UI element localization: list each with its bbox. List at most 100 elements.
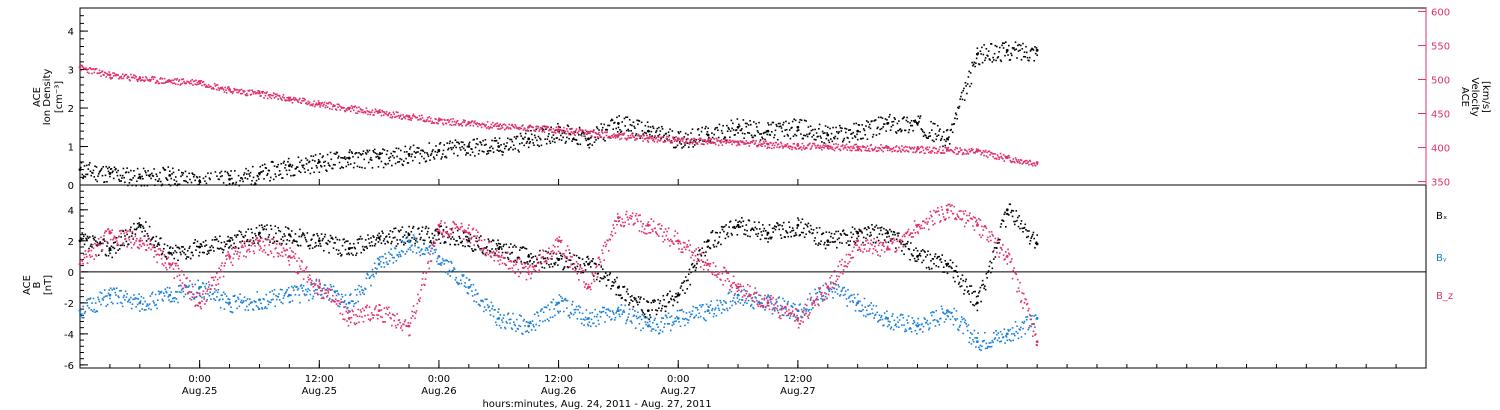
by-texture xyxy=(732,297,735,299)
velocity-texture xyxy=(676,139,679,142)
by-texture xyxy=(750,305,752,307)
by-texture xyxy=(454,279,457,281)
velocity-texture xyxy=(395,111,398,113)
bx-texture xyxy=(336,238,339,241)
bx-texture xyxy=(299,244,302,247)
bx-texture xyxy=(367,234,369,236)
bx-texture xyxy=(930,267,933,270)
density-texture xyxy=(427,155,430,158)
density-texture xyxy=(280,162,283,165)
density-texture xyxy=(513,136,516,138)
velocity-texture xyxy=(911,146,914,149)
bx-texture xyxy=(471,248,473,250)
velocity-texture xyxy=(726,139,729,141)
density-texture xyxy=(1035,47,1038,49)
density-texture xyxy=(604,139,606,142)
density-point xyxy=(198,179,202,183)
by-texture xyxy=(461,274,463,276)
velocity-texture xyxy=(291,101,294,104)
bx-texture xyxy=(201,251,204,254)
density-texture xyxy=(898,129,901,131)
by-texture xyxy=(408,241,410,244)
density-texture xyxy=(482,139,484,142)
density-texture xyxy=(429,159,431,161)
density-texture xyxy=(798,121,801,124)
density-texture xyxy=(455,146,457,149)
velocity-texture xyxy=(692,141,695,143)
bx-texture xyxy=(927,266,930,269)
by-texture xyxy=(727,292,730,295)
density-texture xyxy=(820,137,822,139)
bx-point xyxy=(856,231,860,235)
bx-texture xyxy=(809,224,812,227)
by-texture xyxy=(509,318,512,321)
density-texture xyxy=(775,123,778,126)
density-texture xyxy=(980,53,982,55)
velocity-texture xyxy=(252,93,255,95)
velocity-texture xyxy=(914,151,917,154)
by-texture xyxy=(369,276,371,278)
density-texture xyxy=(316,166,318,169)
bx-texture xyxy=(652,299,654,302)
density-texture xyxy=(397,147,400,150)
by-texture xyxy=(474,289,477,291)
velocity-texture xyxy=(889,149,891,152)
by-texture xyxy=(173,300,176,303)
bx-texture xyxy=(856,237,858,240)
density-texture xyxy=(284,164,287,166)
bx-texture xyxy=(464,245,466,248)
density-texture xyxy=(477,143,479,146)
density-texture xyxy=(907,120,909,123)
bx-texture xyxy=(272,242,274,245)
velocity-texture xyxy=(455,122,457,124)
bx-texture xyxy=(671,295,674,297)
by-texture xyxy=(481,299,484,302)
density-texture xyxy=(462,141,464,144)
velocity-texture xyxy=(223,91,226,93)
by-texture xyxy=(630,320,632,323)
by-texture xyxy=(598,310,601,313)
bx-texture xyxy=(871,228,874,230)
density-texture xyxy=(984,57,987,59)
bx-texture xyxy=(228,247,230,249)
density-texture xyxy=(750,134,753,137)
by-texture xyxy=(296,289,299,291)
density-texture xyxy=(329,165,331,167)
velocity-texture xyxy=(771,144,774,147)
density-texture xyxy=(175,180,178,183)
bx-texture xyxy=(300,235,303,238)
density-texture xyxy=(630,130,632,132)
bx-texture xyxy=(919,252,921,255)
by-texture xyxy=(82,305,84,308)
velocity-texture xyxy=(741,141,743,144)
velocity-texture xyxy=(627,134,629,137)
velocity-texture xyxy=(290,99,292,102)
velocity-texture xyxy=(866,145,869,147)
velocity-texture xyxy=(471,120,474,122)
bx-texture xyxy=(412,227,414,229)
density-texture xyxy=(741,132,744,135)
by-texture xyxy=(221,294,223,296)
bx-texture xyxy=(269,241,271,243)
bx-texture xyxy=(109,252,111,255)
bx-texture xyxy=(438,238,440,241)
by-texture xyxy=(741,299,744,301)
by-texture xyxy=(239,293,241,295)
bx-texture xyxy=(688,268,691,271)
bx-texture xyxy=(675,295,678,298)
bx-texture xyxy=(746,229,748,232)
velocity-texture xyxy=(364,110,366,113)
density-texture xyxy=(634,127,636,129)
velocity-texture xyxy=(931,150,934,153)
density-texture xyxy=(84,176,87,178)
bx-texture xyxy=(1009,203,1012,206)
velocity-texture xyxy=(729,139,731,142)
bx-texture xyxy=(928,268,931,271)
bx-texture xyxy=(213,238,216,241)
by-texture xyxy=(242,301,244,303)
bx-texture xyxy=(343,241,346,244)
bx-texture xyxy=(477,244,479,247)
bx-texture xyxy=(925,266,928,269)
density-texture xyxy=(1034,52,1037,55)
velocity-texture xyxy=(867,149,870,152)
